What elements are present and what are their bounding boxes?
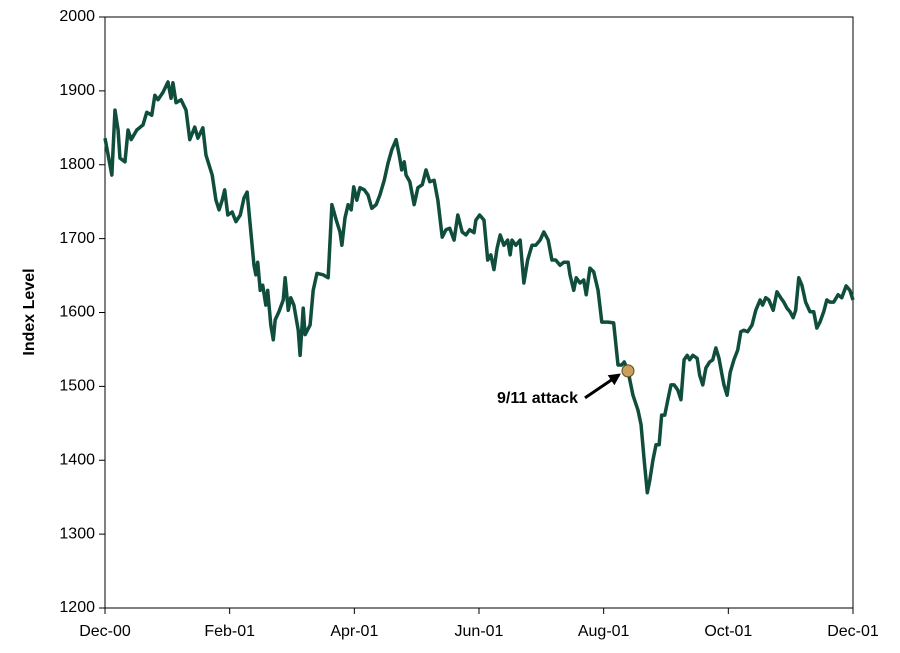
x-tick-label: Aug-01 bbox=[578, 623, 630, 640]
y-tick-label: 2000 bbox=[59, 8, 95, 25]
y-tick-label: 1400 bbox=[59, 451, 95, 468]
y-axis-label: Index Level bbox=[21, 268, 38, 355]
y-tick-label: 1600 bbox=[59, 304, 95, 321]
annotation-text: 9/11 attack bbox=[497, 390, 578, 407]
y-tick-label: 1500 bbox=[59, 378, 95, 395]
y-tick-label: 1800 bbox=[59, 156, 95, 173]
annotation-arrow bbox=[584, 373, 621, 400]
x-tick-label: Feb-01 bbox=[204, 623, 255, 640]
x-tick-label: Dec-00 bbox=[79, 623, 131, 640]
x-tick-label: Apr-01 bbox=[330, 623, 378, 640]
y-tick-label: 1900 bbox=[59, 82, 95, 99]
plot-frame bbox=[104, 16, 854, 609]
y-tick-label: 1300 bbox=[59, 525, 95, 542]
x-tick-label: Jun-01 bbox=[455, 623, 504, 640]
y-tick-label: 1200 bbox=[59, 599, 95, 616]
annotation-marker bbox=[621, 364, 635, 378]
y-tick-label: 1700 bbox=[59, 230, 95, 247]
x-tick-label: Dec-01 bbox=[827, 623, 879, 640]
x-tick-label: Oct-01 bbox=[704, 623, 752, 640]
data-line bbox=[103, 80, 855, 495]
